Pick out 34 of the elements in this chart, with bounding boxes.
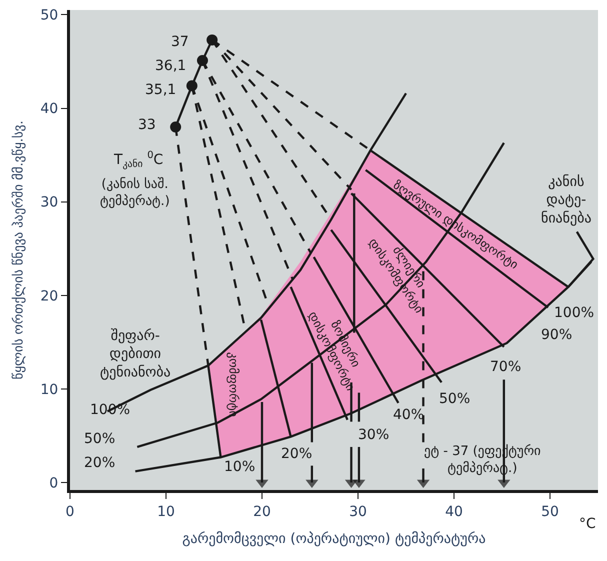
annotation: 36,1 — [155, 58, 186, 74]
x-axis-title: გარემომცველი (ოპერატიული) ტემპერატურა — [182, 531, 486, 548]
text: °C — [579, 516, 596, 532]
annotation: 35,1 — [145, 82, 176, 98]
y-tick-label: 40 — [40, 101, 58, 118]
annotation: კომფორტი — [226, 352, 240, 417]
x-tick-label: 0 — [66, 504, 74, 520]
annotation: 10% — [224, 459, 256, 475]
y-tick-label: 0 — [49, 475, 58, 492]
annotation: 100% — [554, 305, 594, 321]
annotation: კანის დატე- ნიანება — [541, 174, 592, 226]
y-tick-label: 50 — [40, 8, 58, 24]
annotation: 50% — [439, 391, 470, 407]
annotation: 37 — [171, 34, 189, 50]
annotation: 90% — [541, 327, 572, 343]
annotation: 50% — [84, 431, 116, 447]
y-tick-label: 10 — [40, 382, 58, 398]
annotation: 30% — [358, 427, 390, 443]
annotation: 40% — [393, 407, 424, 423]
annotation: 20% — [84, 455, 116, 471]
x-tick-label: 30 — [349, 504, 367, 520]
annotation: 20% — [281, 446, 312, 462]
y-tick-label: 20 — [40, 288, 58, 304]
x-tick-label: 40 — [445, 504, 463, 520]
annotation: 33 — [138, 117, 156, 133]
annotation: 70% — [490, 359, 522, 375]
annotation: T$_{კანი}$ $^{0}$C — [113, 150, 164, 170]
y-tick-label: 30 — [40, 194, 58, 211]
y-axis-title: წყლის ორთქლის წნევა ჰაერში მმ.ვწყ.სვ. — [11, 120, 26, 380]
x-tick-label: 20 — [253, 504, 271, 520]
annotation: შეფარ- დებითი ტენიანობა — [100, 328, 171, 380]
annotation: (კანის საშ. ტემპერატ.) — [100, 177, 170, 209]
x-tick-label: 50 — [541, 504, 559, 520]
x-tick-label: 10 — [157, 504, 175, 520]
